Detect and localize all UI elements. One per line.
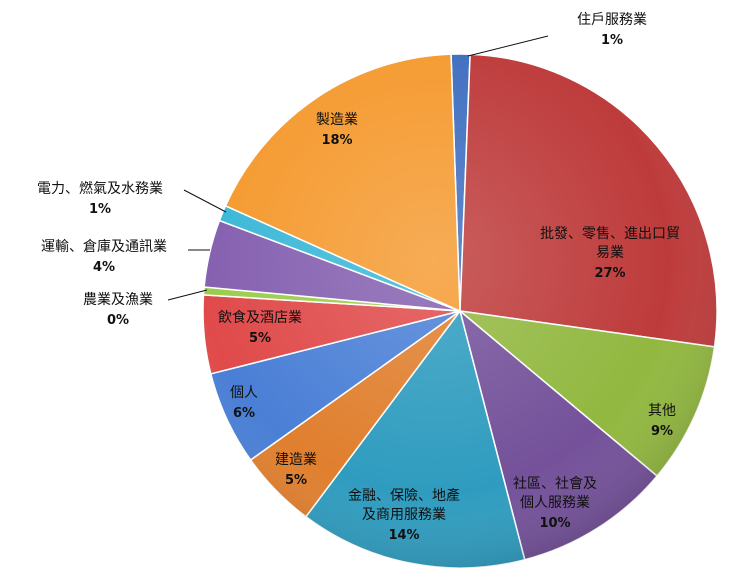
slice-percent: 4% bbox=[93, 260, 115, 275]
slice-name: 製造業 bbox=[316, 112, 358, 128]
slice-label: 個人 6% bbox=[230, 385, 258, 421]
slice-percent: 6% bbox=[233, 406, 255, 421]
slice-label: 製造業 18% bbox=[316, 112, 358, 148]
slice-name: 社區、社會及 bbox=[513, 476, 597, 492]
slice-name: 批發、零售、進出口貿 bbox=[540, 226, 680, 242]
slice-name: 農業及漁業 bbox=[83, 292, 153, 308]
pie-slice bbox=[459, 53, 718, 348]
leader-line bbox=[183, 189, 227, 213]
slice-name: 個人 bbox=[230, 385, 258, 401]
slice-name: 運輸、倉庫及通訊業 bbox=[41, 238, 167, 255]
slice-percent: 1% bbox=[89, 202, 111, 217]
slice-percent: 27% bbox=[594, 266, 625, 281]
slice-name: 建造業 bbox=[275, 452, 317, 468]
slice-percent: 14% bbox=[388, 528, 419, 543]
leader-lines bbox=[167, 35, 549, 301]
slice-percent: 1% bbox=[601, 33, 623, 48]
slice-name: 及商用服務業 bbox=[362, 507, 446, 523]
leader-line bbox=[167, 289, 208, 301]
slice-percent: 5% bbox=[285, 473, 307, 488]
slice-percent: 10% bbox=[539, 516, 570, 531]
slice-percent: 18% bbox=[321, 133, 352, 148]
slice-name: 金融、保險、地產 bbox=[348, 487, 460, 504]
slice-label: 其他 9% bbox=[648, 403, 676, 439]
slice-label: 運輸、倉庫及通訊業 4% bbox=[41, 238, 167, 275]
slice-label: 電力、燃氣及水務業 1% bbox=[37, 180, 163, 217]
slice-percent: 5% bbox=[249, 331, 271, 346]
slice-label: 農業及漁業 0% bbox=[83, 292, 153, 328]
slice-label: 飲食及酒店業 5% bbox=[218, 309, 302, 346]
slice-name: 電力、燃氣及水務業 bbox=[37, 180, 163, 197]
slice-name: 住戶服務業 bbox=[577, 12, 647, 28]
slice-name: 個人服務業 bbox=[520, 495, 590, 511]
leader-line bbox=[467, 35, 549, 57]
slice-percent: 9% bbox=[651, 424, 673, 439]
slice-name: 易業 bbox=[596, 245, 624, 261]
slice-label: 建造業 5% bbox=[275, 452, 317, 488]
slice-name: 其他 bbox=[648, 403, 676, 419]
slice-percent: 0% bbox=[107, 313, 129, 328]
slice-label: 住戶服務業 1% bbox=[577, 12, 647, 48]
slice-name: 飲食及酒店業 bbox=[218, 309, 302, 326]
